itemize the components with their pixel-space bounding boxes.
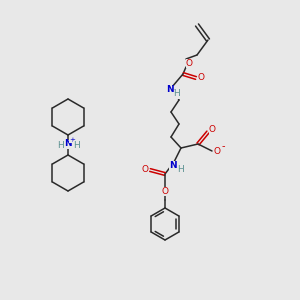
Text: O: O: [214, 146, 220, 155]
Text: H: H: [73, 140, 80, 149]
Text: -: -: [221, 141, 225, 151]
Text: H: H: [174, 89, 180, 98]
Text: N: N: [166, 85, 174, 94]
Text: H: H: [57, 140, 63, 149]
Text: O: O: [208, 125, 215, 134]
Text: N: N: [169, 160, 177, 169]
Text: +: +: [69, 137, 75, 143]
Text: O: O: [185, 58, 193, 68]
Text: N: N: [64, 140, 72, 148]
Text: O: O: [197, 74, 205, 82]
Text: H: H: [177, 164, 183, 173]
Text: O: O: [142, 166, 148, 175]
Text: O: O: [161, 187, 169, 196]
